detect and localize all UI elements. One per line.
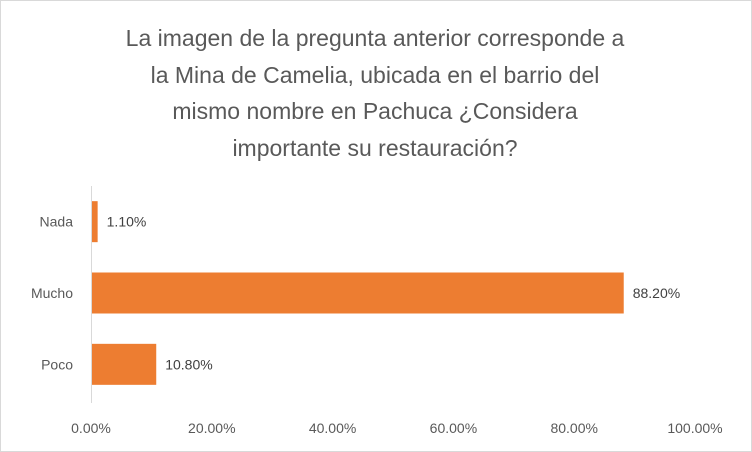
title-line-3: mismo nombre en Pachuca ¿Considera [172, 98, 578, 124]
x-tick-label: 60.00% [430, 420, 477, 436]
data-label-poco: 10.80% [165, 356, 212, 372]
bar-nada [92, 201, 98, 243]
chart-title: La imagen de la pregunta anterior corres… [40, 20, 710, 166]
x-tick-label: 100.00% [667, 420, 722, 436]
x-tick-label: 20.00% [188, 420, 235, 436]
bar-mucho [92, 272, 624, 314]
category-label-nada: Nada [40, 214, 74, 230]
bar-poco [92, 343, 157, 385]
title-line-4: importante su restauración? [232, 134, 518, 161]
x-tick-label: 40.00% [309, 420, 356, 436]
title-line-1: La imagen de la pregunta anterior corres… [125, 25, 625, 51]
category-label-mucho: Mucho [31, 285, 73, 301]
category-label-poco: Poco [41, 356, 73, 372]
data-label-nada: 1.10% [107, 214, 147, 230]
x-tick-label: 80.00% [550, 420, 597, 436]
title-line-2: la Mina de Camelia, ubicada en el barrio… [150, 61, 600, 88]
x-tick-label: 0.00% [71, 420, 111, 436]
data-label-mucho: 88.20% [633, 285, 680, 301]
